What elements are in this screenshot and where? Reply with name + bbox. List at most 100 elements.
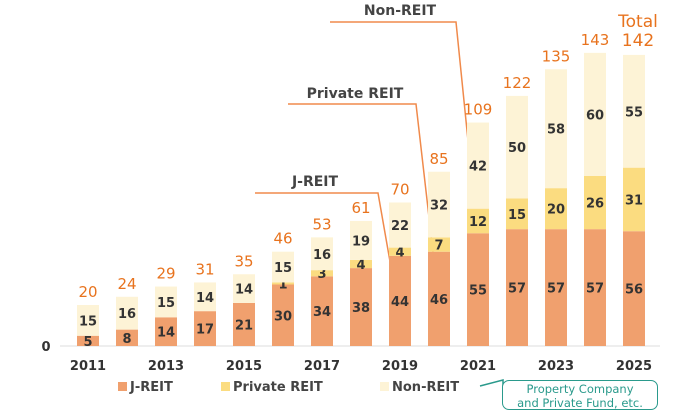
data-label-non-reit-2025: 55: [625, 105, 643, 120]
data-label-non-reit-2023: 58: [547, 123, 565, 138]
total-label-2014: 31: [195, 260, 214, 278]
data-label-private-reit-2021: 12: [469, 215, 487, 230]
data-label-non-reit-2020: 32: [430, 199, 448, 214]
data-label-j-reit-2012: 8: [122, 332, 131, 347]
bar-non-reit-2025: [623, 54, 645, 168]
data-label-non-reit-2014: 14: [196, 291, 214, 306]
note-line-1: Property Company: [526, 382, 634, 396]
bar-private-reit-2016: [272, 282, 294, 285]
data-label-non-reit-2013: 15: [157, 296, 175, 311]
legend-label-j-reit: J-REIT: [129, 380, 173, 395]
data-label-non-reit-2022: 50: [508, 141, 526, 156]
total-label-2011: 20: [78, 283, 97, 301]
bar-non-reit-2018: [350, 220, 372, 260]
bar-non-reit-2023: [545, 69, 567, 189]
bar-non-reit-2024: [584, 52, 606, 176]
total-label-2021: 109: [464, 101, 493, 119]
callout-pointer: [479, 379, 504, 392]
private-reit-leader-line: [288, 103, 434, 253]
non-reit-note-callout: Property Company and Private Fund, etc.: [502, 380, 658, 410]
zero-label: 0: [41, 340, 50, 355]
total-label-2022: 122: [503, 74, 532, 92]
data-label-private-reit-2018: 4: [356, 258, 365, 273]
data-label-private-reit-2025: 31: [625, 193, 643, 208]
data-label-j-reit-2019: 44: [391, 295, 409, 310]
bar-j-reit-2015: [233, 302, 255, 346]
x-tick-2017: 2017: [304, 359, 340, 374]
bar-j-reit-2022: [506, 229, 528, 346]
bar-j-reit-2020: [428, 251, 450, 346]
bar-non-reit-2011: [77, 305, 99, 336]
private-reit-annotation: Private REIT: [307, 86, 404, 102]
data-label-non-reit-2012: 16: [118, 307, 136, 322]
total-label-2019: 70: [390, 181, 409, 199]
data-label-non-reit-2016: 15: [274, 261, 292, 276]
legend-swatch-j-reit: [118, 382, 127, 391]
data-label-non-reit-2018: 19: [352, 234, 370, 249]
total-label-2023: 135: [542, 47, 571, 65]
bar-non-reit-2019: [389, 202, 411, 248]
bar-j-reit-2013: [155, 317, 177, 346]
bar-j-reit-2014: [194, 311, 216, 346]
x-tick-2025: 2025: [616, 359, 652, 374]
legend-label-private-reit: Private REIT: [233, 380, 323, 395]
legend-swatch-private-reit: [221, 382, 230, 391]
bar-private-reit-2021: [467, 208, 489, 234]
non-reit-leader-line: [330, 21, 473, 181]
bar-private-reit-2023: [545, 188, 567, 230]
total-label-2020: 85: [429, 150, 448, 168]
data-label-j-reit-2022: 57: [508, 282, 526, 297]
bar-non-reit-2020: [428, 171, 450, 238]
note-line-2: and Private Fund, etc.: [517, 396, 643, 410]
bar-non-reit-2014: [194, 282, 216, 312]
bar-j-reit-2025: [623, 231, 645, 346]
x-tick-2015: 2015: [226, 359, 262, 374]
x-tick-2019: 2019: [382, 359, 418, 374]
bar-j-reit-2012: [116, 329, 138, 346]
data-label-private-reit-2019: 4: [395, 246, 404, 261]
total-label-2024: 143: [581, 31, 610, 49]
legend-label-non-reit: Non-REIT: [392, 380, 459, 395]
data-label-non-reit-2015: 14: [235, 283, 253, 298]
x-tick-2013: 2013: [148, 359, 184, 374]
bar-non-reit-2016: [272, 251, 294, 283]
bar-non-reit-2017: [311, 237, 333, 271]
bar-j-reit-2019: [389, 255, 411, 346]
bar-private-reit-2018: [350, 259, 372, 269]
data-label-non-reit-2021: 42: [469, 160, 487, 175]
x-tick-2023: 2023: [538, 359, 574, 374]
total-word-label: Total: [617, 12, 658, 32]
data-label-private-reit-2024: 26: [586, 197, 604, 212]
j-reit-annotation: J-REIT: [291, 174, 339, 190]
bar-j-reit-2018: [350, 268, 372, 346]
data-label-private-reit-2017: 3: [317, 267, 326, 282]
data-label-non-reit-2011: 15: [79, 314, 97, 329]
data-label-j-reit-2016: 30: [274, 309, 292, 324]
bar-private-reit-2024: [584, 175, 606, 230]
bar-private-reit-2017: [311, 270, 333, 277]
data-label-non-reit-2024: 60: [586, 108, 604, 123]
bar-private-reit-2020: [428, 237, 450, 252]
total-label-2016: 46: [273, 230, 292, 248]
bar-private-reit-2019: [389, 247, 411, 256]
data-label-non-reit-2019: 22: [391, 219, 409, 234]
legend-swatch-non-reit: [380, 382, 389, 391]
bar-non-reit-2012: [116, 296, 138, 330]
data-label-j-reit-2020: 46: [430, 293, 448, 308]
total-label-2018: 61: [351, 199, 370, 217]
data-label-j-reit-2015: 21: [235, 318, 253, 333]
bar-j-reit-2017: [311, 276, 333, 346]
bar-non-reit-2021: [467, 122, 489, 209]
total-label-2025: 142: [622, 31, 654, 51]
bar-j-reit-2023: [545, 229, 567, 346]
bar-non-reit-2015: [233, 274, 255, 303]
data-label-j-reit-2021: 55: [469, 284, 487, 299]
bar-private-reit-2022: [506, 198, 528, 230]
bar-non-reit-2022: [506, 95, 528, 199]
data-label-j-reit-2014: 17: [196, 323, 214, 338]
data-label-private-reit-2016: 1: [278, 277, 287, 292]
x-tick-2011: 2011: [70, 359, 106, 374]
bar-j-reit-2024: [584, 229, 606, 346]
